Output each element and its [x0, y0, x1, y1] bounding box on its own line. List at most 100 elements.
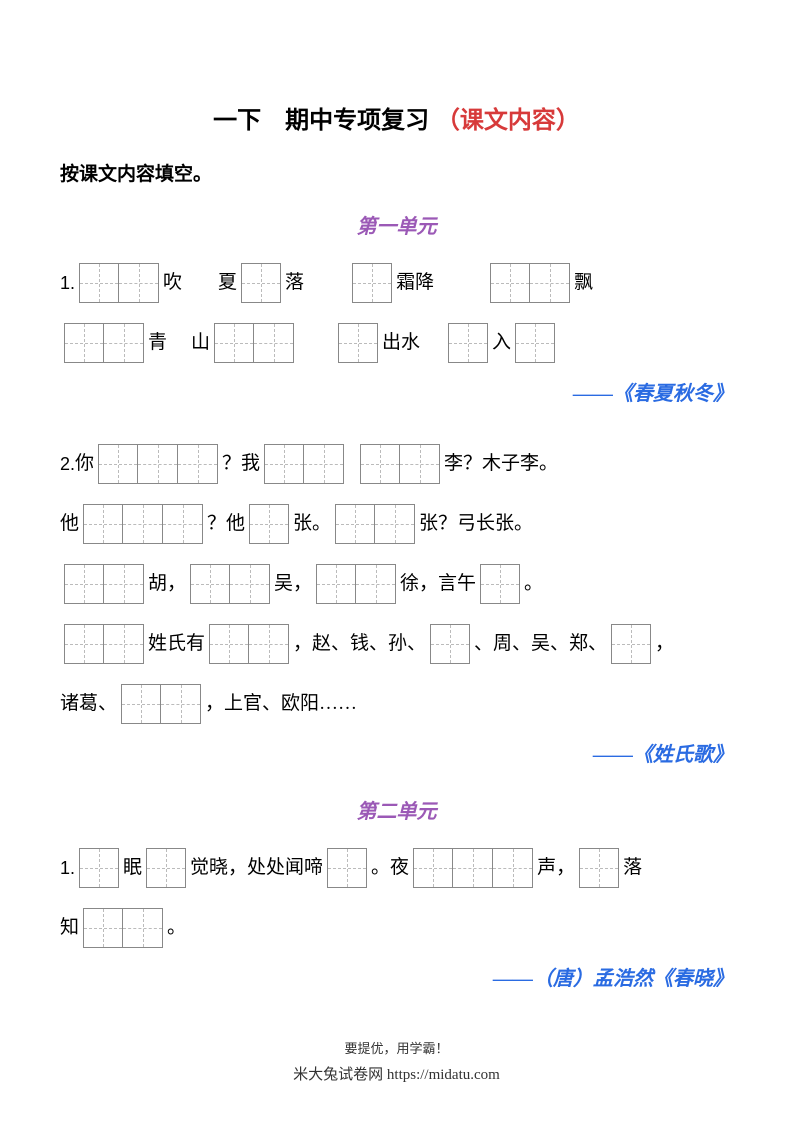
- char-box-group: [430, 624, 470, 664]
- text-segment: 吴，: [274, 564, 312, 604]
- source-citation: ——《春夏秋冬》: [60, 377, 733, 406]
- text-segment: 觉晓，处处闻啼: [190, 848, 323, 888]
- char-box-group: [79, 848, 119, 888]
- char-box-group: [448, 323, 488, 363]
- char-box-group: [413, 848, 533, 888]
- char-box-group: [64, 624, 144, 664]
- char-box: [579, 848, 619, 888]
- char-box: [400, 444, 440, 484]
- question-line: 诸葛、 ，上官、欧阳……: [60, 674, 733, 724]
- char-box: [352, 263, 392, 303]
- footer-url: 米大兔试卷网 https://midatu.com: [0, 1063, 793, 1084]
- source-citation: ——《姓氏歌》: [60, 738, 733, 767]
- char-box: [611, 624, 651, 664]
- page-title: 一下 期中专项复习 （课文内容）: [60, 100, 733, 135]
- question-number: 1.: [60, 848, 75, 888]
- text-segment: 入: [492, 323, 511, 363]
- unit-header: 第二单元: [60, 795, 733, 824]
- question-line: 青山出水入: [60, 313, 733, 363]
- char-box-group: [352, 263, 392, 303]
- char-box: [530, 263, 570, 303]
- char-box: [249, 504, 289, 544]
- char-box-group: [83, 504, 203, 544]
- char-box-group: [64, 564, 144, 604]
- text-segment: ，赵、钱、孙、: [293, 624, 426, 664]
- char-box: [64, 624, 104, 664]
- char-box: [316, 564, 356, 604]
- char-box-group: [316, 564, 396, 604]
- char-box: [241, 263, 281, 303]
- char-box: [83, 908, 123, 948]
- char-box: [360, 444, 400, 484]
- char-box-group: [335, 504, 415, 544]
- char-box: [79, 263, 119, 303]
- char-box: [123, 504, 163, 544]
- char-box: [430, 624, 470, 664]
- char-box: [163, 504, 203, 544]
- char-box-group: [264, 444, 344, 484]
- char-box: [190, 564, 230, 604]
- question-line: 姓氏有 ，赵、钱、孙、 、周、吴、郑、 ，: [60, 614, 733, 664]
- question-number: 2.: [60, 444, 75, 484]
- char-box: [83, 504, 123, 544]
- text-segment: 诸葛、: [60, 684, 117, 724]
- char-box-group: [64, 323, 144, 363]
- text-segment: 落: [285, 263, 304, 303]
- text-segment: 吹: [163, 263, 182, 303]
- char-box: [304, 444, 344, 484]
- char-box-group: [214, 323, 294, 363]
- page-footer: 要提优，用学霸！ 米大兔试卷网 https://midatu.com: [0, 1038, 793, 1084]
- text-segment: ？他: [207, 504, 245, 544]
- source-citation: ——（唐）孟浩然《春晓》: [60, 962, 733, 991]
- char-box-group: [249, 504, 289, 544]
- char-box: [515, 323, 555, 363]
- text-segment: 。: [524, 564, 543, 604]
- title-red: （课文内容）: [436, 107, 580, 134]
- char-box: [480, 564, 520, 604]
- question-line: 2.你？我李？木子李。: [60, 434, 733, 484]
- text-segment: 胡，: [148, 564, 186, 604]
- text-segment: 落: [623, 848, 642, 888]
- text-segment: 张？弓长张。: [419, 504, 533, 544]
- char-box-group: [121, 684, 201, 724]
- char-box: [375, 504, 415, 544]
- text-segment: 青: [148, 323, 167, 363]
- text-segment: 出水: [382, 323, 420, 363]
- char-box-group: [79, 263, 159, 303]
- text-segment: 夏: [218, 263, 237, 303]
- title-prefix: 一下 期中专项复习: [213, 107, 429, 134]
- text-segment: 知: [60, 908, 79, 948]
- footer-slogan: 要提优，用学霸！: [0, 1038, 793, 1057]
- text-segment: 姓氏有: [148, 624, 205, 664]
- text-segment: 张。: [293, 504, 331, 544]
- question-line: 胡，吴，徐，言午。: [60, 554, 733, 604]
- char-box: [121, 684, 161, 724]
- char-box-group: [98, 444, 218, 484]
- question-line: 他？他张。张？弓长张。: [60, 494, 733, 544]
- char-box-group: [515, 323, 555, 363]
- text-segment: 、周、吴、郑、: [474, 624, 607, 664]
- char-box: [413, 848, 453, 888]
- char-box: [209, 624, 249, 664]
- text-segment: 霜降: [396, 263, 434, 303]
- text-segment: ？我: [222, 444, 260, 484]
- char-box-group: [579, 848, 619, 888]
- text-segment: 。夜: [371, 848, 409, 888]
- text-segment: 声，: [537, 848, 575, 888]
- char-box-group: [241, 263, 281, 303]
- char-box-group: [209, 624, 289, 664]
- char-box: [119, 263, 159, 303]
- char-box: [335, 504, 375, 544]
- char-box: [490, 263, 530, 303]
- char-box-group: [146, 848, 186, 888]
- char-box: [493, 848, 533, 888]
- text-segment: ，上官、欧阳……: [205, 684, 357, 724]
- char-box-group: [338, 323, 378, 363]
- char-box: [64, 564, 104, 604]
- text-segment: ，: [655, 624, 674, 664]
- question-line: 知。: [60, 898, 733, 948]
- char-box: [230, 564, 270, 604]
- char-box-group: [190, 564, 270, 604]
- text-segment: 飘: [574, 263, 593, 303]
- char-box: [327, 848, 367, 888]
